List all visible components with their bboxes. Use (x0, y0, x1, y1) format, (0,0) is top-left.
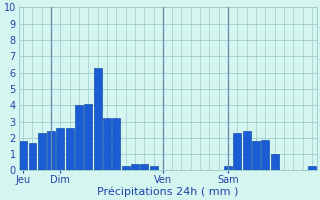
X-axis label: Précipitations 24h ( mm ): Précipitations 24h ( mm ) (97, 186, 238, 197)
Bar (38, 133, 46, 170)
Bar (271, 154, 279, 170)
Bar (103, 118, 111, 170)
Bar (224, 166, 232, 170)
Bar (252, 141, 260, 170)
Bar (233, 133, 241, 170)
Bar (243, 131, 251, 170)
Bar (66, 128, 74, 170)
Bar (84, 104, 92, 170)
Bar (56, 128, 64, 170)
Bar (19, 141, 27, 170)
Bar (131, 164, 139, 170)
Bar (47, 131, 55, 170)
Bar (75, 105, 83, 170)
Bar (140, 164, 148, 170)
Bar (94, 68, 102, 170)
Bar (122, 166, 130, 170)
Bar (261, 140, 269, 170)
Bar (112, 118, 120, 170)
Bar (308, 166, 316, 170)
Bar (28, 143, 36, 170)
Bar (149, 166, 157, 170)
